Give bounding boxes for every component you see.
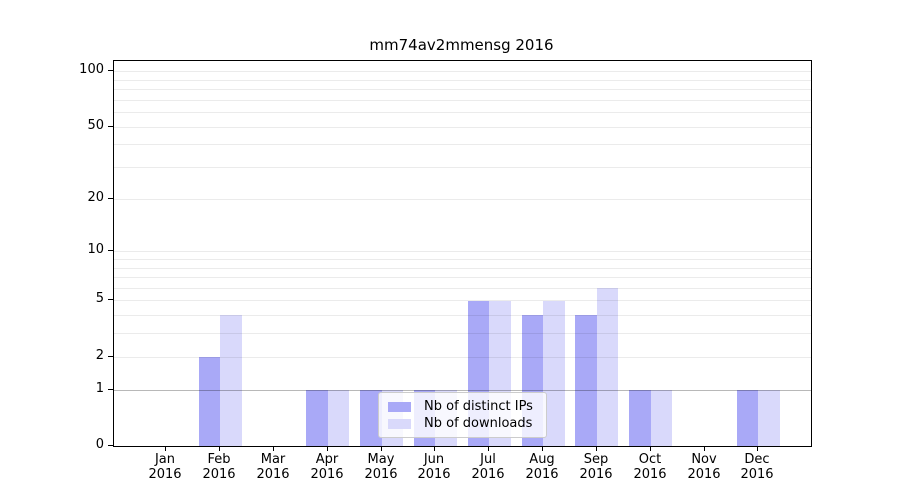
x-tick-label: Apr 2016: [295, 452, 359, 482]
legend: Nb of distinct IPs Nb of downloads: [378, 392, 547, 438]
bar-downloads: [543, 300, 565, 446]
x-tick-mark: [488, 446, 489, 451]
y-tick-label: 2: [95, 348, 104, 363]
x-tick-label-year: 2016: [310, 467, 344, 482]
x-tick-mark: [596, 446, 597, 451]
x-tick-mark: [165, 446, 166, 451]
bar-distinct-ips: [360, 389, 382, 446]
x-tick-label: Nov 2016: [672, 452, 736, 482]
legend-item-distinct-ips: Nb of distinct IPs: [388, 398, 537, 415]
gridline-y-2: [114, 357, 811, 358]
bar-distinct-ips: [575, 315, 597, 446]
bar-distinct-ips: [736, 389, 759, 446]
x-tick-label-year: 2016: [364, 467, 398, 482]
x-tick-label-year: 2016: [148, 467, 182, 482]
gridline-y-80: [114, 89, 811, 90]
y-tick-mark: [108, 299, 113, 300]
bar-distinct-ips: [629, 389, 651, 446]
gridline-y-60: [114, 112, 811, 113]
y-tick-mark: [108, 70, 113, 71]
gridline-y-6: [114, 288, 811, 289]
x-tick-mark: [757, 446, 758, 451]
y-tick-mark: [108, 126, 113, 127]
gridline-y-5: [114, 300, 811, 301]
x-tick-label: Oct 2016: [618, 452, 682, 482]
x-tick-mark: [542, 446, 543, 451]
gridline-y-8: [114, 268, 811, 269]
x-tick-label-year: 2016: [633, 467, 667, 482]
bar-downloads: [650, 389, 673, 446]
gridline-y-9: [114, 259, 811, 260]
x-tick-label: Mar 2016: [241, 452, 305, 482]
plot-area: [113, 60, 812, 447]
x-tick-mark: [650, 446, 651, 451]
x-tick-label: Jun 2016: [402, 452, 466, 482]
x-tick-mark: [434, 446, 435, 451]
x-tick-label: Jul 2016: [456, 452, 520, 482]
gridline-y-3: [114, 333, 811, 334]
gridline-y-1: [114, 390, 811, 391]
x-tick-label-year: 2016: [417, 467, 451, 482]
y-tick-mark: [108, 356, 113, 357]
gridline-y-20: [114, 199, 811, 200]
x-tick-label: Feb 2016: [187, 452, 251, 482]
y-tick-mark: [108, 445, 113, 446]
x-tick-label-year: 2016: [525, 467, 559, 482]
x-tick-mark: [381, 446, 382, 451]
x-tick-label: Jan 2016: [133, 452, 197, 482]
y-tick-label: 0: [95, 437, 104, 452]
x-tick-mark: [273, 446, 274, 451]
bar-distinct-ips: [198, 356, 221, 446]
bar-downloads: [220, 315, 242, 446]
gridline-y-4: [114, 315, 811, 316]
x-tick-label-year: 2016: [579, 467, 613, 482]
legend-swatch-downloads: [388, 418, 411, 429]
chart-title: mm74av2mmensg 2016: [369, 36, 554, 54]
x-tick-label-year: 2016: [471, 467, 505, 482]
x-tick-label-year: 2016: [740, 467, 774, 482]
gridline-y-30: [114, 167, 811, 168]
y-tick-mark: [108, 250, 113, 251]
bar-downloads: [596, 287, 619, 446]
gridline-y-40: [114, 144, 811, 145]
gridline-y-7: [114, 277, 811, 278]
y-tick-label: 1: [95, 381, 104, 396]
x-tick-mark: [219, 446, 220, 451]
x-tick-label-year: 2016: [256, 467, 290, 482]
gridline-y-50: [114, 127, 811, 128]
legend-item-downloads: Nb of downloads: [388, 415, 537, 432]
legend-label-distinct-ips: Nb of distinct IPs: [424, 399, 533, 414]
gridline-y-10: [114, 251, 811, 252]
y-tick-mark: [108, 389, 113, 390]
gridline-y-70: [114, 100, 811, 101]
x-tick-label: Aug 2016: [510, 452, 574, 482]
y-tick-mark: [108, 198, 113, 199]
y-tick-label: 50: [87, 118, 104, 133]
bar-downloads: [327, 389, 350, 446]
gridline-y-90: [114, 80, 811, 81]
x-tick-mark: [704, 446, 705, 451]
x-tick-label: Dec 2016: [725, 452, 789, 482]
y-tick-label: 5: [95, 291, 104, 306]
legend-label-downloads: Nb of downloads: [424, 416, 533, 431]
bar-downloads: [758, 389, 780, 446]
bar-distinct-ips: [306, 389, 328, 446]
x-tick-label-year: 2016: [687, 467, 721, 482]
x-tick-label-year: 2016: [202, 467, 236, 482]
y-tick-label: 20: [87, 190, 104, 205]
x-tick-label: May 2016: [349, 452, 413, 482]
y-tick-label: 100: [79, 62, 104, 77]
legend-swatch-distinct-ips: [388, 401, 411, 412]
gridline-y-100: [114, 71, 811, 72]
x-tick-mark: [327, 446, 328, 451]
x-tick-label: Sep 2016: [564, 452, 628, 482]
y-tick-label: 10: [87, 242, 104, 257]
